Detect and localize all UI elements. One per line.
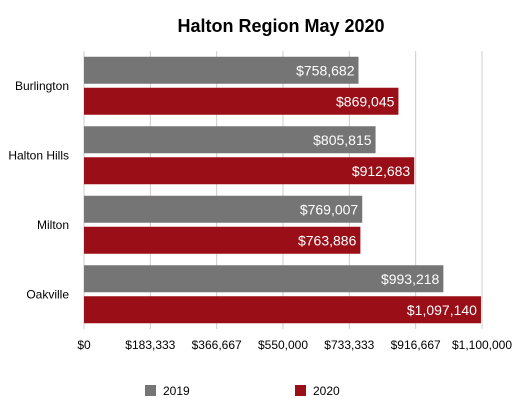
bars: $758,682 $869,045 $805,815 $912,683 $769,007… (84, 56, 481, 324)
bar-2020-oakville (84, 296, 481, 324)
legend-label: 2019 (163, 384, 190, 398)
data-label: $1,097,140 (407, 302, 477, 318)
bar-2019-halton-hills (84, 126, 376, 154)
chart-title: Halton Region May 2020 (177, 16, 384, 36)
x-tick-label: $366,667 (192, 338, 242, 352)
x-tick-label: $0 (77, 338, 91, 352)
category-label: Milton (37, 218, 69, 232)
x-tick-label: $550,000 (258, 338, 308, 352)
x-tick-label: $916,667 (391, 338, 441, 352)
legend: 2019 2020 (145, 384, 340, 398)
legend-swatch (295, 385, 306, 396)
category-labels: Burlington Halton Hills Milton Oakville (8, 79, 69, 302)
bar-2020-halton-hills (84, 157, 415, 185)
category-label: Halton Hills (8, 148, 69, 162)
data-label: $993,218 (381, 271, 440, 287)
bar-2019-oakville (84, 265, 444, 293)
bar-2020-milton (84, 226, 361, 254)
legend-swatch (145, 385, 156, 396)
data-label: $912,683 (352, 163, 411, 179)
category-label: Burlington (15, 79, 69, 93)
bar-2020-burlington (84, 87, 399, 115)
data-label: $869,045 (336, 93, 395, 109)
x-tick-label: $183,333 (125, 338, 175, 352)
data-label: $758,682 (296, 62, 355, 78)
x-tick-label: $1,100,000 (452, 338, 512, 352)
legend-label: 2020 (313, 384, 340, 398)
bar-2019-burlington (84, 56, 359, 84)
x-tick-label: $733,333 (324, 338, 374, 352)
data-label: $769,007 (300, 201, 359, 217)
x-tick-labels: $0 $183,333 $366,667 $550,000 $733,333 $916,6… (77, 338, 512, 352)
category-label: Oakville (26, 287, 69, 301)
data-label: $763,886 (298, 232, 357, 248)
bar-2019-milton (84, 195, 363, 223)
data-label: $805,815 (313, 132, 372, 148)
